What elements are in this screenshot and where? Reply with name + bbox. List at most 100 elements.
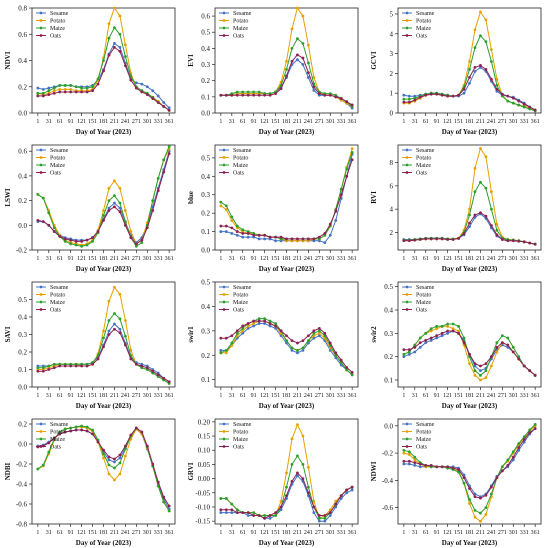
y-tick-label: 0.5 bbox=[201, 29, 210, 37]
point-oats bbox=[156, 101, 160, 104]
point-maize bbox=[224, 348, 228, 352]
legend-marker bbox=[222, 171, 226, 174]
point-sesame bbox=[113, 460, 116, 464]
x-tick-label: 91 bbox=[68, 256, 74, 262]
point-sesame bbox=[246, 235, 250, 239]
point-sesame bbox=[301, 63, 305, 66]
point-maize bbox=[484, 506, 488, 510]
legend-label-maize: Maize bbox=[416, 300, 431, 306]
point-oats bbox=[484, 68, 488, 71]
point-oats bbox=[479, 496, 482, 500]
point-sesame bbox=[334, 505, 338, 509]
point-sesame bbox=[435, 336, 439, 340]
point-potato bbox=[123, 319, 127, 322]
point-oats bbox=[268, 93, 272, 97]
y-tick-label: 0.0 bbox=[201, 247, 210, 255]
point-oats bbox=[500, 238, 504, 241]
point-oats bbox=[339, 358, 343, 362]
point-maize bbox=[224, 204, 228, 208]
x-tick-label: 61 bbox=[57, 393, 63, 399]
legend-label-oats: Oats bbox=[50, 171, 62, 177]
point-oats bbox=[235, 230, 239, 233]
point-oats bbox=[429, 237, 433, 241]
x-tick-label: 331 bbox=[154, 256, 163, 262]
point-oats bbox=[80, 428, 84, 432]
point-oats bbox=[533, 108, 537, 112]
x-tick-label: 121 bbox=[77, 530, 86, 536]
point-oats bbox=[468, 352, 471, 356]
legend-label-sesame: Sesame bbox=[50, 11, 69, 17]
point-oats bbox=[339, 193, 343, 197]
legend-label-oats: Oats bbox=[416, 171, 428, 177]
point-oats bbox=[134, 242, 138, 246]
point-oats bbox=[413, 98, 417, 102]
point-oats bbox=[317, 326, 321, 330]
point-potato bbox=[69, 87, 73, 91]
point-maize bbox=[528, 428, 532, 432]
x-axis-label: Day of Year (2023) bbox=[442, 128, 498, 136]
point-maize bbox=[317, 329, 321, 333]
point-oats bbox=[533, 427, 537, 430]
point-sesame bbox=[462, 91, 466, 95]
point-oats bbox=[301, 56, 305, 60]
point-oats bbox=[268, 322, 272, 325]
legend-label-oats: Oats bbox=[233, 445, 245, 451]
chart-ndvi: 0.0 0.2 0.4 0.6 0.8 1 31 61 91 121 151 181 211 241 271… bbox=[4, 5, 176, 136]
legend-marker bbox=[39, 171, 43, 174]
point-oats bbox=[263, 516, 267, 520]
x-tick-label: 271 bbox=[498, 256, 507, 262]
x-tick-label: 181 bbox=[99, 393, 108, 399]
point-oats bbox=[113, 327, 116, 331]
point-oats bbox=[323, 93, 327, 97]
point-sesame bbox=[263, 237, 267, 241]
point-maize bbox=[489, 60, 493, 63]
x-tick-label: 211 bbox=[110, 256, 119, 262]
point-potato bbox=[285, 471, 288, 475]
x-tick-label: 61 bbox=[57, 256, 63, 262]
point-maize bbox=[451, 322, 455, 326]
point-potato bbox=[484, 513, 488, 516]
chart-evi: 0.0 0.1 0.2 0.3 0.4 0.5 0.6 1 31 61 91 121 151 181 211… bbox=[187, 6, 359, 136]
point-oats bbox=[290, 339, 294, 343]
point-oats bbox=[219, 508, 223, 512]
point-potato bbox=[350, 147, 354, 151]
point-potato bbox=[123, 209, 127, 212]
point-oats bbox=[402, 239, 406, 243]
point-potato bbox=[107, 186, 111, 190]
y-tick-label: 0.15 bbox=[198, 433, 211, 441]
point-maize bbox=[47, 211, 51, 215]
x-tick-label: 271 bbox=[132, 393, 141, 399]
point-oats bbox=[462, 341, 466, 345]
legend-marker bbox=[222, 293, 226, 296]
point-maize bbox=[235, 224, 239, 228]
point-maize bbox=[47, 89, 51, 93]
x-tick-label: 151 bbox=[271, 256, 280, 262]
point-sesame bbox=[317, 334, 321, 338]
point-potato bbox=[63, 87, 67, 91]
x-tick-label: 361 bbox=[531, 256, 540, 262]
x-tick-label: 1 bbox=[402, 119, 405, 125]
point-oats bbox=[145, 444, 149, 448]
point-sesame bbox=[113, 322, 116, 326]
point-maize bbox=[69, 242, 73, 246]
y-tick-label: 0.2 bbox=[18, 197, 27, 205]
y-tick-label: 5 bbox=[390, 10, 394, 18]
legend-marker bbox=[405, 171, 409, 174]
point-sesame bbox=[162, 101, 166, 104]
x-axis-label: Day of Year (2023) bbox=[76, 128, 132, 136]
point-maize bbox=[402, 352, 406, 356]
legend-label-oats: Oats bbox=[416, 445, 428, 451]
point-maize bbox=[257, 317, 261, 321]
point-maize bbox=[241, 228, 245, 232]
x-tick-label: 241 bbox=[121, 119, 130, 125]
point-oats bbox=[506, 463, 510, 467]
y-tick-label: 0.2 bbox=[18, 349, 27, 357]
point-maize bbox=[107, 463, 111, 467]
point-maize bbox=[296, 348, 299, 352]
point-maize bbox=[468, 213, 471, 217]
point-oats bbox=[140, 238, 144, 242]
point-maize bbox=[80, 424, 84, 428]
point-oats bbox=[107, 455, 111, 459]
point-oats bbox=[74, 239, 78, 243]
